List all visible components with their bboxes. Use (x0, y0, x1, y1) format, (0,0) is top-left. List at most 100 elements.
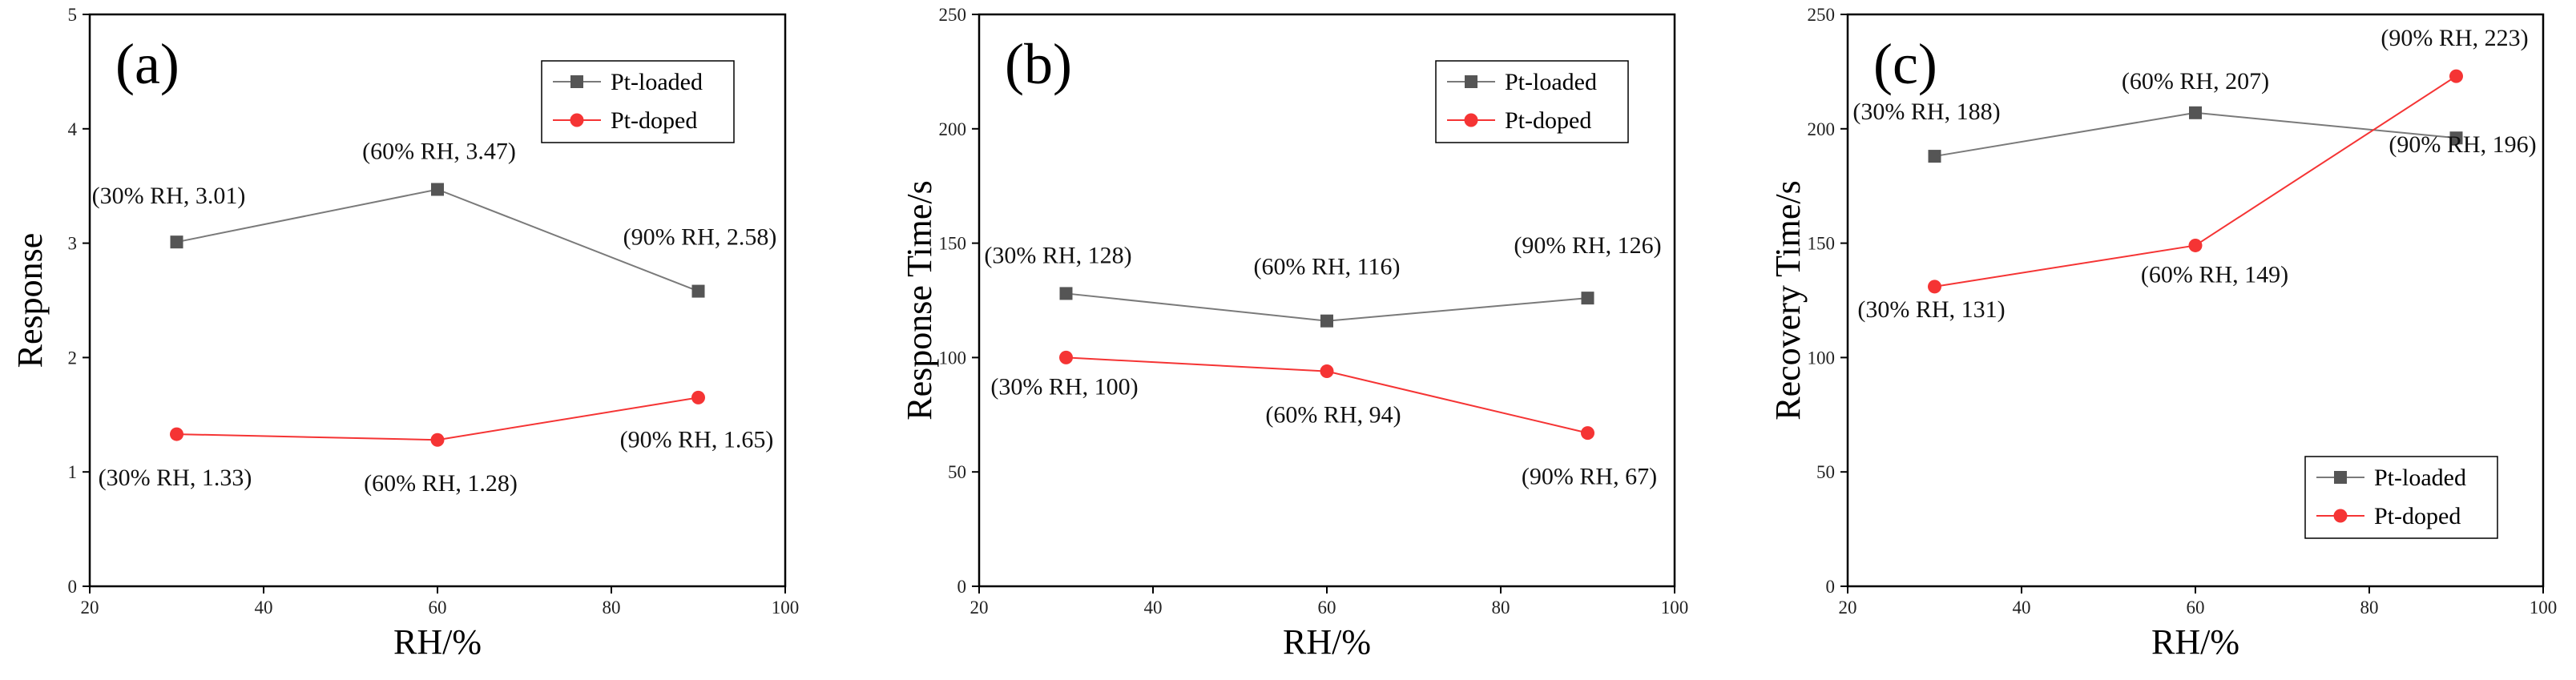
data-label: (90% RH, 223) (2380, 25, 2528, 51)
panel-a: 20 40 60 80 100 0 1 2 3 4 5 RH/% Response (a) (30% RH,… (10, 5, 799, 662)
data-point-pt-doped (1059, 350, 1073, 364)
legend-label: Pt-doped (2374, 503, 2461, 529)
data-label: (60% RH, 94) (1265, 402, 1401, 429)
legend-box (2304, 456, 2498, 539)
x-tick-label: 40 (2013, 598, 2031, 618)
y-tick-label: 50 (1816, 462, 1835, 482)
legend-marker-pt-doped (2333, 509, 2348, 523)
panel-label: (b) (1005, 32, 1072, 96)
y-tick-label: 0 (1826, 577, 1836, 597)
legend-box (541, 60, 735, 143)
data-point-pt-loaded (2449, 131, 2463, 145)
y-axis-label: Response (10, 233, 50, 368)
y-axis-label: Response Time/s (900, 180, 939, 420)
x-tick-label: 80 (2360, 598, 2379, 618)
y-tick-label: 5 (68, 5, 78, 25)
panel-label: (c) (1873, 32, 1937, 96)
x-tick-label: 60 (2187, 598, 2205, 618)
data-point-pt-doped (2449, 69, 2463, 83)
data-point-pt-doped (170, 427, 183, 441)
panel-b: 20 40 60 80 100 0 50 100 150 200 250 RH/% Response T… (900, 5, 1688, 662)
data-label: (30% RH, 100) (990, 373, 1138, 400)
x-tick-label: 60 (429, 598, 447, 618)
data-label: (90% RH, 126) (1514, 232, 1661, 259)
panel-label: (a) (115, 32, 179, 96)
legend-label: Pt-loaded (611, 69, 703, 95)
x-tick-label: 40 (255, 598, 273, 618)
data-point-pt-loaded (1320, 314, 1333, 328)
y-tick-label: 0 (68, 577, 78, 597)
data-label: (90% RH, 196) (2389, 131, 2536, 158)
data-label: (30% RH, 128) (984, 242, 1131, 268)
data-label: (60% RH, 3.47) (362, 138, 516, 164)
y-tick-label: 200 (1808, 119, 1836, 139)
y-tick-label: 3 (68, 234, 78, 254)
x-axis-label: RH/% (393, 622, 482, 662)
x-tick-label: 20 (970, 598, 989, 618)
y-tick-label: 4 (68, 119, 78, 139)
data-point-pt-loaded (1928, 150, 1941, 163)
data-point-pt-loaded (170, 235, 183, 249)
x-axis-label: RH/% (2151, 622, 2239, 662)
legend-marker-pt-doped (1464, 113, 1478, 127)
x-tick-label: 80 (603, 598, 621, 618)
data-point-pt-loaded (691, 284, 705, 298)
y-tick-label: 250 (939, 5, 967, 25)
x-tick-label: 100 (2530, 598, 2558, 618)
y-tick-label: 150 (939, 234, 967, 254)
data-label: (30% RH, 3.01) (92, 183, 246, 209)
legend-marker-pt-loaded (570, 75, 583, 88)
legend-label: Pt-doped (611, 107, 697, 134)
legend-marker-pt-loaded (1465, 75, 1477, 88)
x-tick-label: 20 (81, 598, 99, 618)
data-point-pt-loaded (1581, 292, 1594, 305)
y-tick-label: 1 (68, 462, 78, 482)
x-tick-label: 60 (1318, 598, 1336, 618)
x-tick-label: 40 (1144, 598, 1163, 618)
y-tick-label: 250 (1808, 5, 1836, 25)
y-tick-label: 50 (948, 462, 966, 482)
x-axis-label: RH/% (1283, 622, 1371, 662)
legend-label: Pt-doped (1505, 107, 1591, 134)
legend-label: Pt-loaded (1505, 69, 1597, 95)
data-label: (90% RH, 2.58) (623, 224, 777, 251)
data-label: (60% RH, 207) (2122, 68, 2269, 95)
legend-marker-pt-doped (570, 113, 584, 127)
legend-marker-pt-loaded (2334, 471, 2347, 484)
data-point-pt-doped (1928, 280, 1941, 294)
data-point-pt-doped (1320, 364, 1334, 379)
x-tick-label: 80 (1492, 598, 1510, 618)
data-point-pt-loaded (1059, 287, 1073, 300)
x-tick-label: 100 (772, 598, 800, 618)
legend-label: Pt-loaded (2374, 465, 2466, 491)
data-label: (60% RH, 149) (2141, 261, 2288, 288)
series-line-pt-loaded (1934, 111, 2457, 158)
data-label: (60% RH, 1.28) (364, 470, 518, 497)
data-label: (90% RH, 1.65) (620, 426, 774, 453)
y-tick-label: 100 (939, 348, 967, 368)
y-tick-label: 150 (1808, 234, 1836, 254)
data-label: (30% RH, 1.33) (99, 465, 252, 491)
panel-c: 20 40 60 80 100 0 50 100 150 200 250 RH/% Recovery T… (1768, 5, 2557, 662)
data-label: (30% RH, 131) (1857, 296, 2005, 323)
data-point-pt-doped (430, 433, 445, 447)
y-tick-label: 0 (957, 577, 967, 597)
data-label: (60% RH, 116) (1253, 254, 1400, 280)
data-label: (30% RH, 188) (1852, 99, 2000, 125)
x-tick-label: 20 (1839, 598, 1857, 618)
y-tick-label: 2 (68, 348, 78, 368)
data-point-pt-loaded (2189, 106, 2202, 119)
y-tick-label: 200 (939, 119, 967, 139)
series-line-pt-loaded (176, 188, 699, 292)
y-axis-label: Recovery Time/s (1768, 180, 1808, 420)
data-point-pt-doped (1581, 426, 1594, 441)
data-point-pt-doped (2188, 238, 2203, 252)
x-tick-label: 100 (1661, 598, 1689, 618)
data-label: (90% RH, 67) (1522, 464, 1657, 490)
legend-box (1435, 60, 1629, 143)
data-point-pt-loaded (431, 183, 444, 196)
y-tick-label: 100 (1808, 348, 1836, 368)
data-point-pt-doped (691, 390, 705, 404)
